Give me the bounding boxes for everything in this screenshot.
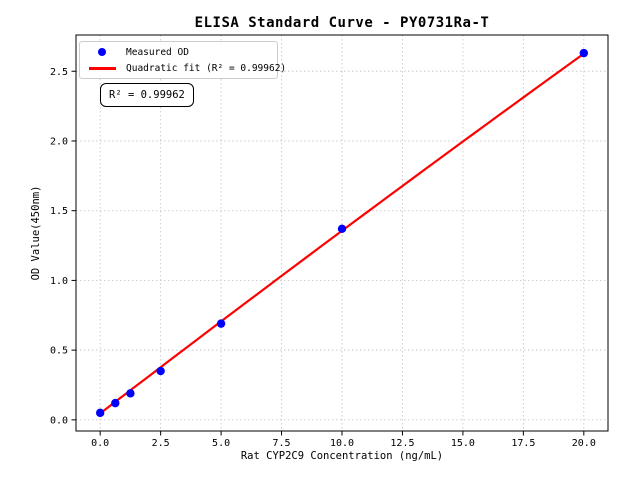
x-tick-label: 15.0 xyxy=(451,438,475,449)
x-tick-label: 5.0 xyxy=(212,438,230,449)
data-point xyxy=(126,389,135,398)
data-point xyxy=(95,408,105,418)
legend-marker-cell xyxy=(87,66,117,70)
x-tick-label: 2.5 xyxy=(152,438,170,449)
legend-label-measured-od: Measured OD xyxy=(126,46,189,58)
y-tick-label: 2.5 xyxy=(50,67,68,78)
data-point xyxy=(337,224,347,234)
legend-item-quadratic-fit: Quadratic fit (R² = 0.99962) xyxy=(80,60,286,76)
y-tick-label: 0.0 xyxy=(50,415,68,426)
x-axis-label: Rat CYP2C9 Concentration (ng/mL) xyxy=(240,450,444,462)
legend-item-measured-od: Measured OD xyxy=(80,44,277,60)
data-point xyxy=(579,48,589,58)
y-tick-label: 0.5 xyxy=(50,346,68,357)
data-point xyxy=(216,319,226,328)
chart-title: ELISA Standard Curve - PY0731Ra-T xyxy=(194,15,490,31)
legend-marker-cell xyxy=(87,48,117,56)
scatter-marker-icon xyxy=(98,48,106,56)
legend: Measured OD Quadratic fit (R² = 0.99962) xyxy=(79,41,286,79)
x-tick-label: 20.0 xyxy=(572,438,596,449)
y-tick-label: 1.0 xyxy=(50,276,68,287)
x-tick-label: 7.5 xyxy=(273,438,291,449)
x-tick-label: 0.0 xyxy=(91,438,109,449)
y-tick-label: 2.0 xyxy=(50,136,68,147)
line-marker-icon xyxy=(88,66,116,70)
y-axis-label: OD Value(450nm) xyxy=(30,185,42,281)
legend-label-quadratic-fit: Quadratic fit (R² = 0.99962) xyxy=(126,62,287,74)
y-tick-label: 1.5 xyxy=(50,206,68,217)
x-tick-label: 12.5 xyxy=(390,438,414,449)
x-tick-label: 10.0 xyxy=(330,438,354,449)
data-point xyxy=(111,398,120,408)
data-point xyxy=(156,366,165,376)
r-squared-annotation: R² = 0.99962 xyxy=(100,83,194,107)
x-tick-label: 17.5 xyxy=(511,438,535,449)
